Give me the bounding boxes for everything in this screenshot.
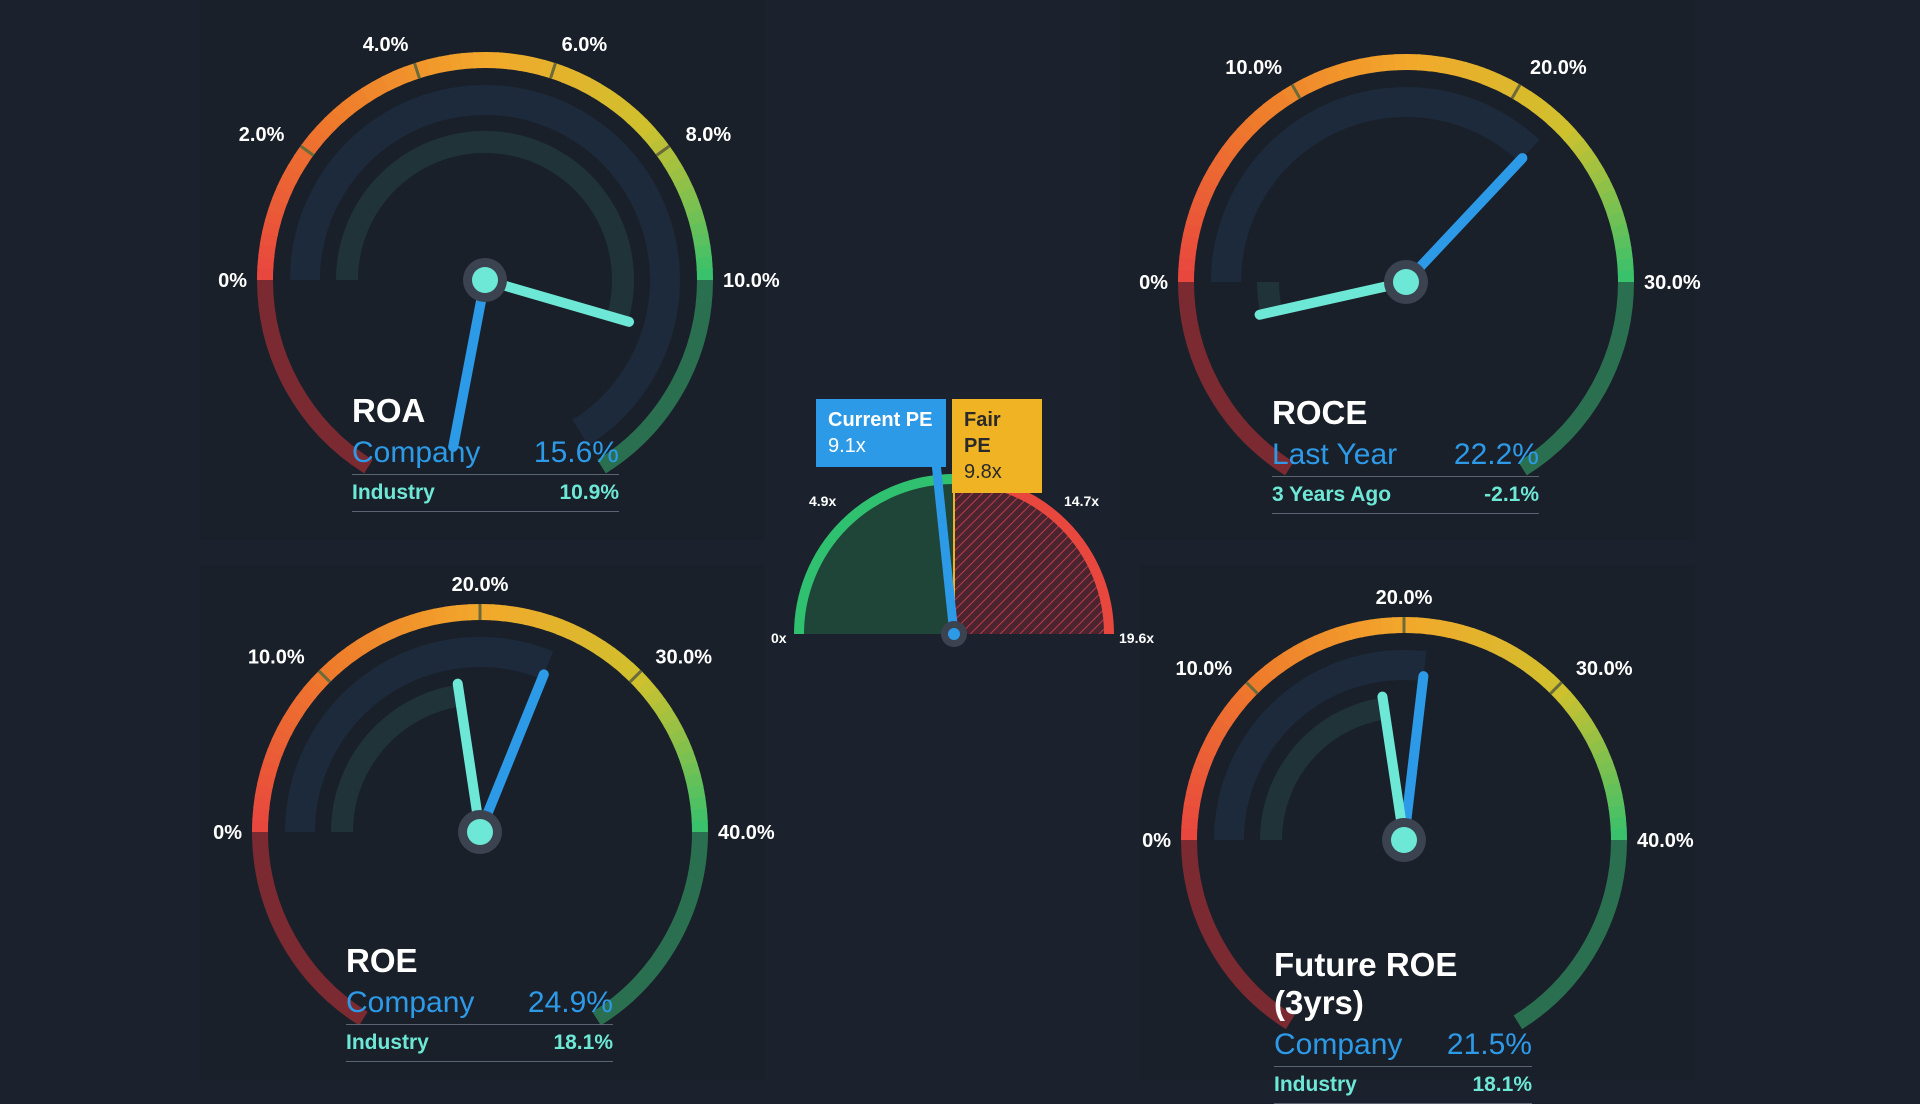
future-roe-industry-row: Industry 18.1% — [1274, 1067, 1532, 1104]
roe-industry-label: Industry — [346, 1031, 429, 1055]
pe-needle-hub-center — [948, 628, 960, 640]
future-roe-needle-hub-center — [1391, 827, 1417, 853]
roe-tick-label: 10.0% — [248, 647, 305, 669]
future-roe-company-value: 21.5% — [1447, 1028, 1532, 1062]
roa-tick-label: 8.0% — [686, 124, 732, 146]
fair-pe-label: Fair PE — [964, 407, 1030, 459]
future-roe-tick-label: 10.0% — [1175, 658, 1232, 680]
fair-pe-value: 9.8x — [964, 459, 1030, 485]
roa-tick-label: 2.0% — [239, 124, 285, 146]
current-pe-box: Current PE 9.1x — [816, 399, 946, 467]
roce-3y-row: 3 Years Ago -2.1% — [1272, 477, 1539, 514]
roce-3y-label: 3 Years Ago — [1272, 483, 1391, 507]
roe-tick-label: 30.0% — [655, 647, 712, 669]
roe-tick-label: 20.0% — [452, 574, 509, 596]
roa-industry-row: Industry 10.9% — [352, 475, 619, 512]
roe-stats: ROE Company 24.9% Industry 18.1% — [346, 942, 613, 1062]
roce-stats: ROCE Last Year 22.2% 3 Years Ago -2.1% — [1272, 394, 1539, 514]
roa-industry-value: 10.9% — [559, 481, 619, 505]
future-roe-tick-label: 40.0% — [1637, 830, 1694, 852]
roce-tick-label: 0% — [1139, 272, 1168, 294]
future-roe-industry-value: 18.1% — [1472, 1073, 1532, 1097]
roe-title: ROE — [346, 942, 613, 980]
roce-3y-value: -2.1% — [1484, 483, 1539, 507]
roce-last-year-label: Last Year — [1272, 438, 1397, 472]
future-roe-tick-label: 0% — [1142, 830, 1171, 852]
roa-industry-label: Industry — [352, 481, 435, 505]
roce-tick-label: 10.0% — [1225, 57, 1282, 79]
future-roe-tick-label: 30.0% — [1576, 658, 1633, 680]
roce-tick-label: 30.0% — [1644, 272, 1701, 294]
future-roe-company-label: Company — [1274, 1028, 1402, 1062]
roa-tick-label: 6.0% — [562, 34, 608, 56]
roe-industry-value: 18.1% — [553, 1031, 613, 1055]
roe-company-label: Company — [346, 986, 474, 1020]
roe-tick-label: 40.0% — [718, 822, 775, 844]
roe-needle-hub-center — [467, 819, 493, 845]
roe-company-row: Company 24.9% — [346, 986, 613, 1025]
fair-pe-box: Fair PE 9.8x — [952, 399, 1042, 493]
roce-tick-label: 20.0% — [1530, 57, 1587, 79]
pe-tick-label: 0x — [771, 630, 787, 646]
current-pe-value: 9.1x — [828, 433, 934, 459]
roa-tick-label: 0% — [218, 270, 247, 292]
roa-needle-hub-center — [472, 267, 498, 293]
roe-industry-row: Industry 18.1% — [346, 1025, 613, 1062]
pe-tick-label: 14.7x — [1064, 493, 1099, 509]
roe-company-value: 24.9% — [528, 986, 613, 1020]
roce-last-year-value: 22.2% — [1454, 438, 1539, 472]
roce-needle-hub-center — [1393, 269, 1419, 295]
future-roe-industry-label: Industry — [1274, 1073, 1357, 1097]
roce-title: ROCE — [1272, 394, 1539, 432]
pe-tick-label: 4.9x — [809, 493, 836, 509]
future-roe-stats: Future ROE (3yrs) Company 21.5% Industry… — [1274, 946, 1532, 1104]
roa-company-row: Company 15.6% — [352, 436, 619, 475]
future-roe-tick-label: 20.0% — [1376, 587, 1433, 609]
future-roe-company-row: Company 21.5% — [1274, 1028, 1532, 1067]
ratios-dashboard: 0% 2.0% 4.0% 6.0% 8.0% 10.0% 0% 10.0% 20.0% 30.0… — [0, 0, 1920, 1080]
roa-tick-label: 10.0% — [723, 270, 780, 292]
roa-company-value: 15.6% — [534, 436, 619, 470]
roa-company-label: Company — [352, 436, 480, 470]
roa-tick-label: 4.0% — [363, 34, 409, 56]
roa-stats: ROA Company 15.6% Industry 10.9% — [352, 392, 619, 512]
pe-tick-label: 19.6x — [1119, 630, 1154, 646]
roce-last-year-row: Last Year 22.2% — [1272, 438, 1539, 477]
roa-title: ROA — [352, 392, 619, 430]
future-roe-title: Future ROE (3yrs) — [1274, 946, 1532, 1022]
roe-tick-label: 0% — [213, 822, 242, 844]
current-pe-label: Current PE — [828, 407, 934, 433]
